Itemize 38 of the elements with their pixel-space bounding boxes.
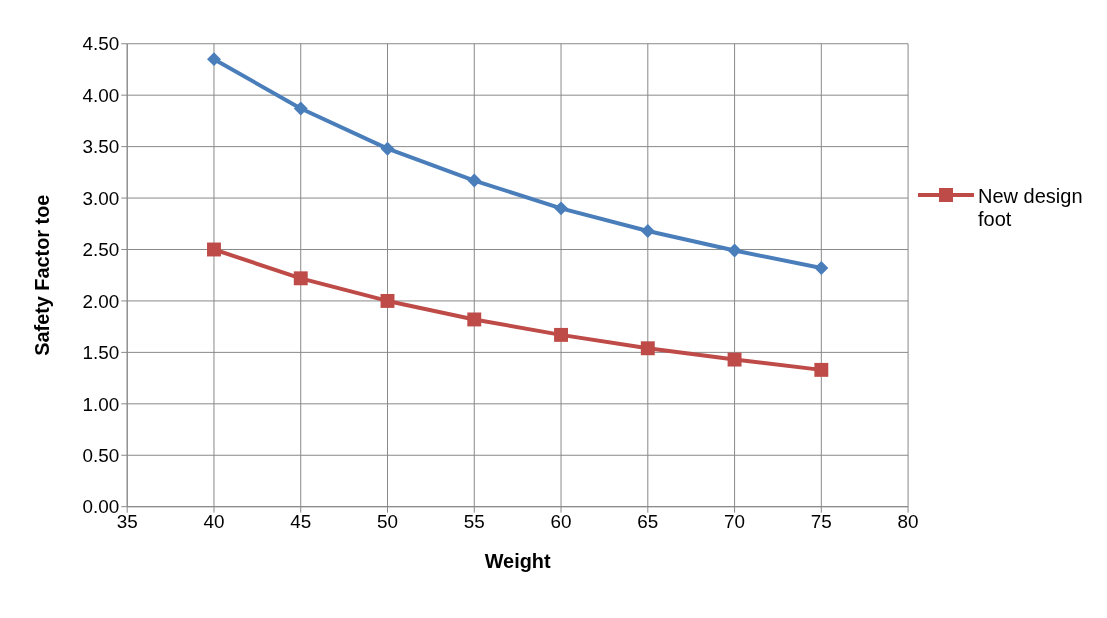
point [814, 362, 829, 377]
y-tick-label: 0.50 [82, 444, 120, 466]
x-tick-label: 35 [116, 511, 138, 533]
x-tick-label: 50 [377, 511, 398, 533]
x-tick-label: 45 [290, 511, 312, 533]
y-tick-label: 2.50 [82, 239, 120, 261]
point [293, 271, 308, 286]
point [554, 201, 568, 216]
point [814, 261, 829, 275]
x-tick-label: 65 [637, 511, 659, 533]
y-tick-label: 1.50 [82, 342, 120, 364]
point [727, 243, 742, 258]
x-tick-label: 40 [203, 511, 225, 533]
point [293, 101, 308, 116]
y-tick-label: 2.00 [82, 290, 120, 312]
x-tick-label: 60 [550, 511, 572, 533]
y-tick-label: 4.00 [82, 84, 120, 106]
y-axis-title: Safety Factor toe [30, 194, 53, 356]
x-tick-label: 80 [897, 511, 919, 533]
point [554, 327, 568, 342]
x-tick-label: 55 [463, 511, 485, 533]
x-tick-label: 70 [724, 511, 746, 533]
y-tick-label: 4.50 [82, 33, 120, 55]
x-tick-label: 75 [810, 511, 832, 533]
point [207, 52, 221, 67]
legend-label: New design foot [978, 185, 1084, 231]
y-tick-label: 3.00 [82, 187, 120, 209]
point [380, 141, 395, 156]
x-axis-title: Weight [484, 550, 551, 573]
y-tick-label: 1.00 [82, 393, 120, 415]
point [380, 293, 395, 308]
y-tick-label: 3.50 [82, 136, 120, 158]
point [640, 341, 655, 356]
point [467, 312, 482, 327]
point [467, 173, 482, 188]
point [727, 352, 742, 367]
point [640, 224, 655, 238]
point [207, 242, 221, 257]
